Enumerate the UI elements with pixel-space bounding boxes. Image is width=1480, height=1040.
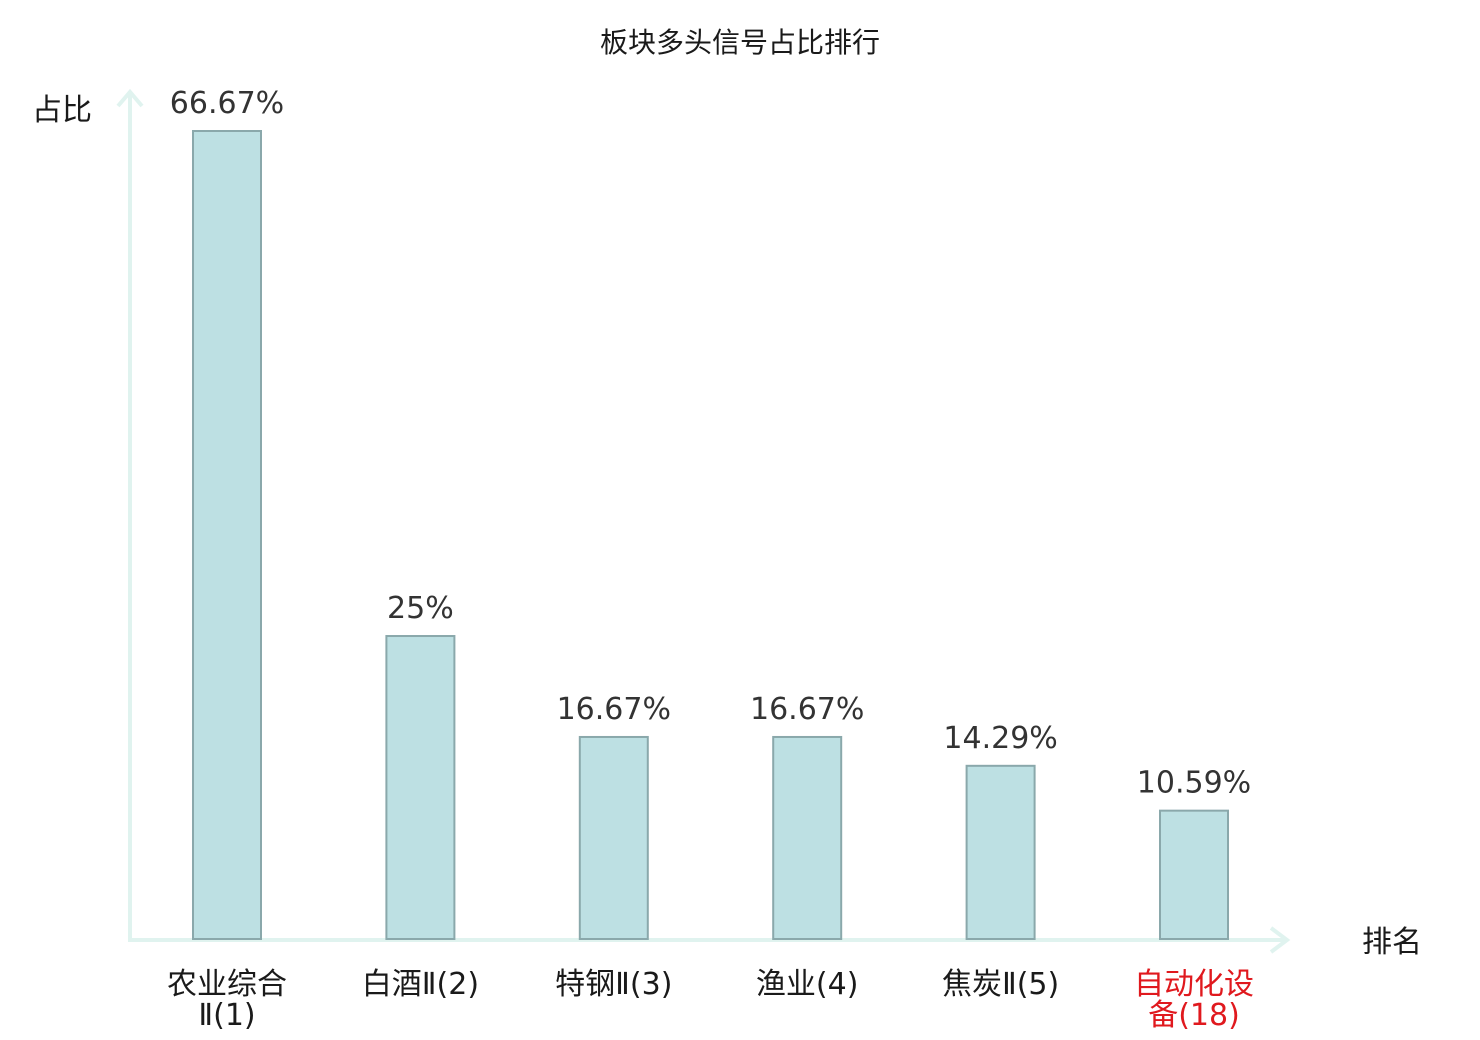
- bars: [192, 130, 1229, 941]
- x-axis: [128, 926, 1291, 954]
- x-tick-label: 农业综合: [167, 967, 287, 1002]
- data-label: 10.59%: [1137, 766, 1251, 801]
- data-label: 14.29%: [943, 721, 1057, 756]
- y-axis-label: 占比: [32, 93, 92, 128]
- x-tick-label: 自动化设: [1134, 967, 1254, 1002]
- x-tick-label: 白酒Ⅱ(2): [362, 967, 479, 1002]
- x-tick-label: 特钢Ⅱ(3): [555, 967, 672, 1002]
- chart-title: 板块多头信号占比排行: [600, 26, 880, 59]
- x-tick-label: 备(18): [1148, 998, 1240, 1033]
- x-tick-label: 渔业(4): [756, 967, 859, 1002]
- data-label: 25%: [387, 591, 454, 626]
- bar: [1159, 809, 1229, 941]
- bar: [192, 130, 262, 940]
- data-label: 66.67%: [170, 86, 284, 121]
- bar: [772, 735, 843, 941]
- x-axis-label: 排名: [1362, 925, 1422, 960]
- x-tick-label: 焦炭Ⅱ(5): [942, 967, 1059, 1002]
- data-label: 16.67%: [750, 692, 864, 727]
- bar: [965, 764, 1036, 940]
- bar: [385, 635, 456, 940]
- y-axis: [116, 88, 144, 940]
- data-label: 16.67%: [557, 692, 671, 727]
- x-tick-label: Ⅱ(1): [198, 998, 255, 1033]
- value-labels: 66.67% 25% 16.67% 16.67% 14.29% 10.59%: [170, 86, 1251, 801]
- bar: [578, 735, 649, 941]
